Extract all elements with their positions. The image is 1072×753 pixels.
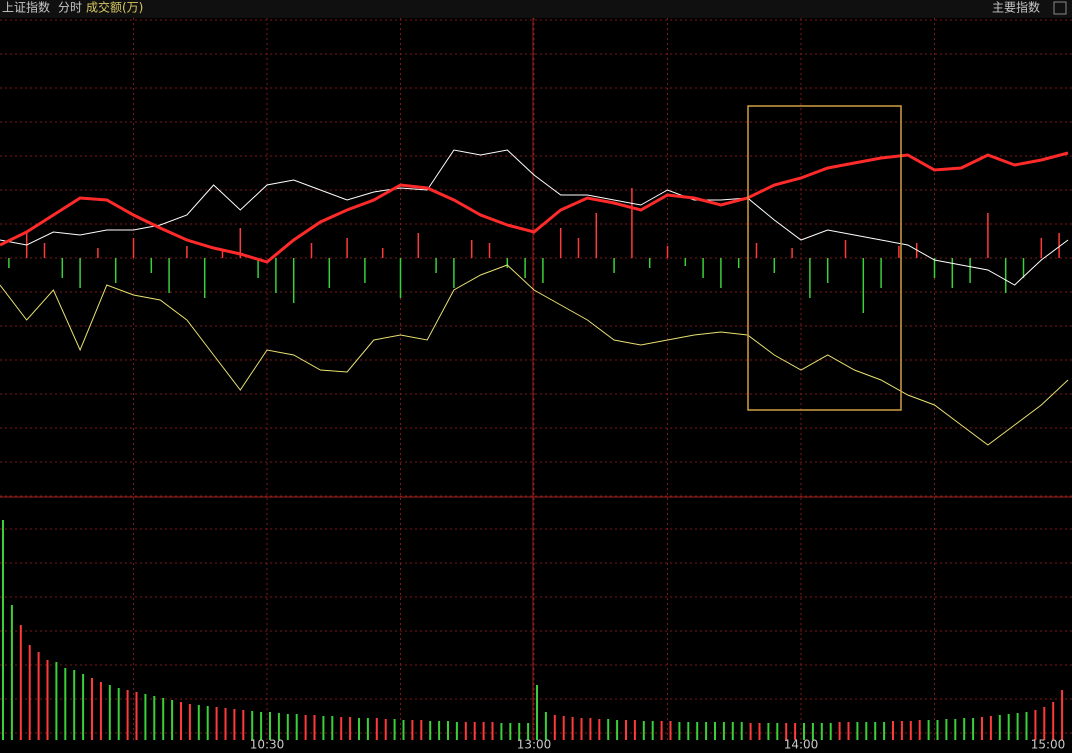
yellow-line [0,264,1069,446]
x-tick-label: 15:00 [1031,738,1066,752]
menu-button[interactable] [1053,1,1067,15]
x-tick-label: 13:00 [517,738,552,752]
white-line [0,149,1069,286]
grid [0,18,1072,740]
menu-label[interactable]: 主要指数 [992,0,1040,15]
index-title[interactable]: 上证指数 [2,0,50,15]
index-line [0,151,1069,264]
x-tick-label: 14:00 [784,738,819,752]
indicator-label[interactable]: 成交额(万) [86,0,143,15]
x-labels: 10:30 13:00 14:00 15:00 [250,738,1066,752]
header-bar [0,0,1072,18]
mode-label[interactable]: 分时 [58,1,82,15]
marks [0,149,1069,740]
x-tick-label: 10:30 [250,738,285,752]
highlight-box [747,105,902,411]
